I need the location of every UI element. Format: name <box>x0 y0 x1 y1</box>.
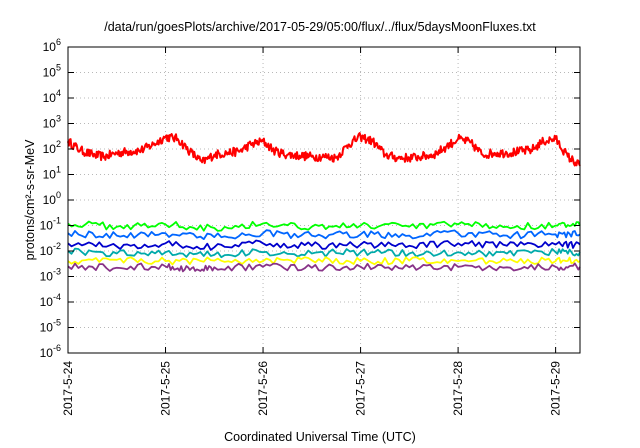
series-line <box>67 229 581 241</box>
y-tick-label: 10-2 <box>40 241 61 258</box>
x-tick-labels: 2017-5-24 2017-5-25 2017-5-26 2017-5-27 2017… <box>61 361 563 416</box>
x-tick-label: 2017-5-25 <box>159 361 173 416</box>
x-tick-label: 2017-5-24 <box>61 361 75 416</box>
y-tick-label: 101 <box>43 165 61 182</box>
y-tick-label: 105 <box>43 63 61 80</box>
x-tick-label: 2017-5-29 <box>549 361 563 416</box>
series-line <box>67 239 581 251</box>
y-tick-label: 102 <box>43 139 61 156</box>
y-tick-label: 10-3 <box>40 267 61 284</box>
y-tick-label: 103 <box>43 114 61 131</box>
y-tick-label: 10-6 <box>40 343 61 360</box>
axis-ticks <box>67 46 580 354</box>
y-axis-label-text: protons/cm²-s-sr-MeV <box>23 139 37 261</box>
series-line <box>67 132 581 167</box>
x-tick-label: 2017-5-27 <box>354 361 368 416</box>
series-line <box>67 247 581 259</box>
x-tick-label: 2017-5-26 <box>256 361 270 416</box>
y-tick-labels: 10-6 10-5 10-4 10-3 10-2 10-1 100 101 102 103 104 1… <box>40 37 61 360</box>
y-tick-label: 106 <box>43 37 61 54</box>
grid <box>68 47 580 353</box>
series-line <box>67 220 581 232</box>
series-lines <box>67 132 581 273</box>
x-axis-label: Coordinated Universal Time (UTC) <box>224 430 416 444</box>
y-tick-label: 104 <box>43 88 61 105</box>
y-tick-label: 10-5 <box>40 318 61 335</box>
series-line <box>67 256 581 266</box>
x-tick-label: 2017-5-28 <box>451 361 465 416</box>
y-tick-label: 10-1 <box>40 216 61 233</box>
series-line <box>67 262 581 273</box>
y-tick-label: 10-4 <box>40 292 61 309</box>
y-tick-label: 100 <box>43 190 61 207</box>
chart-title: /data/run/goesPlots/archive/2017-05-29/0… <box>104 20 536 34</box>
